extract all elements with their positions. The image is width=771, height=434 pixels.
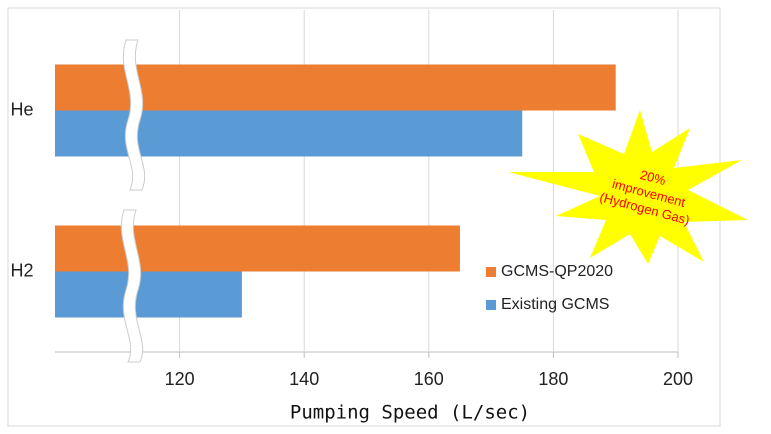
legend-label: Existing GCMS xyxy=(501,296,609,313)
legend-swatch xyxy=(486,267,496,277)
axis-break xyxy=(122,39,146,191)
y-tick-label: H2 xyxy=(10,260,33,280)
legend-swatch xyxy=(486,300,496,310)
legend-label: GCMS-QP2020 xyxy=(501,263,613,280)
bar xyxy=(55,225,460,272)
x-tick-label: 120 xyxy=(165,369,195,389)
bar xyxy=(55,271,242,318)
x-tick-label: 140 xyxy=(289,369,319,389)
annotation-star xyxy=(508,110,748,264)
bar xyxy=(55,64,616,111)
axis-break xyxy=(120,209,144,363)
x-tick-label: 160 xyxy=(414,369,444,389)
annotation-text: 20% xyxy=(638,167,667,188)
x-tick-label: 200 xyxy=(663,369,693,389)
x-axis-label: Pumping Speed (L/sec) xyxy=(290,402,530,424)
x-tick-label: 180 xyxy=(538,369,568,389)
y-tick-label: He xyxy=(10,99,33,119)
